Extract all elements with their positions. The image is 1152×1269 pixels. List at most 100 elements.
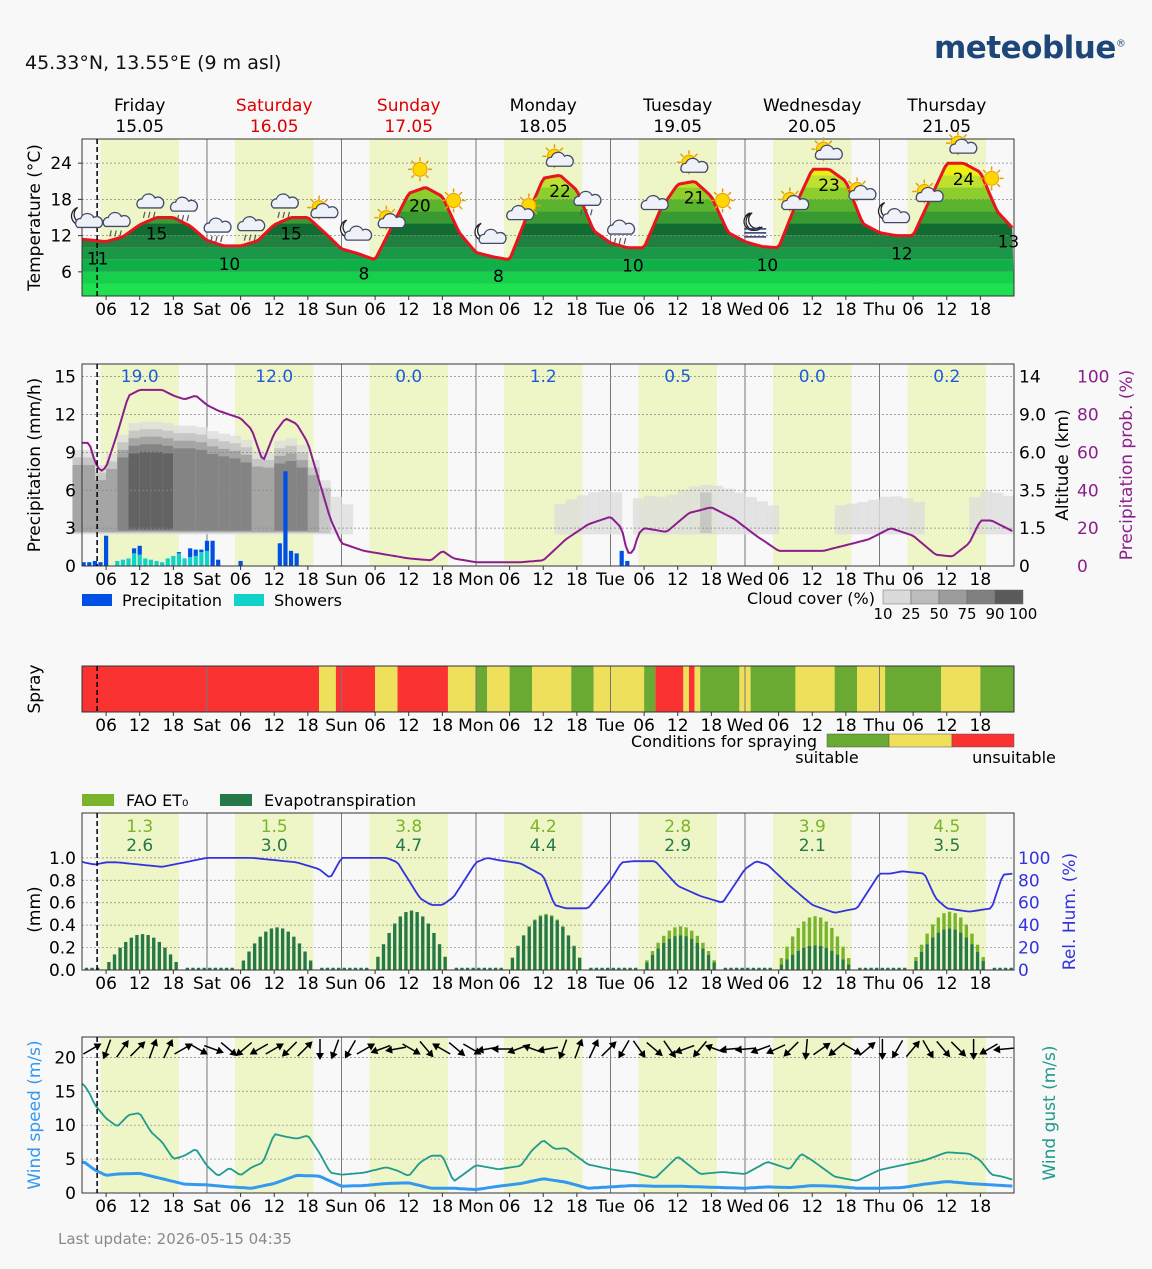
- cloud-cell: [980, 491, 993, 535]
- evapotranspiration-bar: [712, 962, 716, 970]
- daily-fao-et0: 2.8: [664, 817, 691, 837]
- evapotranspiration-bar: [124, 941, 128, 970]
- hour-tick-label: 12: [263, 974, 285, 994]
- location-label: 45.33°N, 13.55°E (9 m asl): [25, 52, 282, 74]
- hour-tick-label: 12: [801, 1197, 823, 1217]
- precipitation-bar: [193, 549, 198, 556]
- fao-et0-bar: [538, 915, 543, 917]
- hour-tick-label: 18: [297, 570, 319, 590]
- evapotranspiration-bar: [421, 916, 425, 970]
- precipitation-tick-label: 0: [65, 557, 76, 577]
- evapotranspiration-bar: [936, 932, 941, 970]
- wind-direction-arrow: [148, 1038, 158, 1059]
- hour-tick-label: 12: [936, 570, 958, 590]
- wind-gust-axis-label: Wind gust (m/s): [1040, 1045, 1060, 1180]
- daily-fao-et0: 3.8: [395, 817, 422, 837]
- evapotranspiration-bar: [320, 967, 324, 970]
- fao-et0-bar: [690, 930, 694, 939]
- hour-tick-label: 18: [701, 716, 723, 736]
- fao-et0-bar: [667, 930, 672, 939]
- cloud-cell: [319, 487, 331, 534]
- spray-segment: [593, 666, 645, 712]
- evapotranspiration-bar: [331, 967, 335, 970]
- fao-et0-bar: [566, 935, 571, 936]
- legend-swatch: [82, 594, 112, 606]
- spray-axis-label: Spray: [25, 664, 45, 713]
- fao-et0-bar: [712, 960, 716, 963]
- evapotranspiration-bar: [264, 931, 268, 970]
- evapotranspiration-bar: [426, 923, 431, 970]
- cloud-cell: [901, 498, 914, 535]
- temperature-value-label: 13: [998, 233, 1020, 253]
- cloud-cover-swatch: [882, 589, 912, 605]
- evapotranspiration-bar: [729, 967, 733, 970]
- brand-logo[interactable]: meteoblue®: [934, 30, 1126, 66]
- fao-et0-bar: [796, 927, 800, 951]
- day-tick-label: Sat: [193, 570, 221, 590]
- hour-tick-label: 12: [667, 570, 689, 590]
- fao-et0-bar: [975, 944, 980, 952]
- precipitation-bar: [176, 552, 182, 554]
- evapotranspiration-bar: [376, 956, 380, 970]
- precipitation-bar: [619, 550, 624, 566]
- evapotranspiration-bar: [785, 959, 789, 970]
- fao-et0-bar: [790, 936, 795, 955]
- cloud-cover-legend-title: Cloud cover (%): [747, 589, 875, 608]
- probability-tick-label: 0: [1077, 557, 1088, 577]
- evapotranspiration-bar: [813, 945, 817, 970]
- cloud-cover-tick: 10: [873, 605, 892, 623]
- cloud-cell: [845, 503, 858, 535]
- fao-et0-bar: [527, 926, 531, 928]
- temperature-band: [82, 247, 1014, 260]
- moon-cloud-icon: [70, 206, 104, 229]
- wind-direction-arrow: [783, 1041, 799, 1057]
- probability-tick-label: 100: [1077, 368, 1109, 388]
- cloud-cell: [644, 495, 656, 535]
- fao-et0-bar: [846, 958, 851, 965]
- sun-cloud-icon: [845, 177, 877, 202]
- cloud-cell: [184, 448, 197, 531]
- hour-tick-label: 18: [835, 716, 857, 736]
- temperature-value-label: 8: [493, 267, 504, 287]
- cloud-cell: [722, 488, 735, 535]
- hour-tick-label: 06: [499, 570, 521, 590]
- daylight-band: [638, 364, 717, 566]
- evapotranspiration-bar: [185, 967, 190, 970]
- cloud-cell: [890, 496, 903, 535]
- wind-direction-arrow: [878, 1039, 887, 1060]
- hour-tick-label: 18: [297, 974, 319, 994]
- evapotranspiration-bar: [252, 943, 257, 970]
- evapotranspiration-bar: [460, 967, 464, 970]
- wind-direction-arrow: [281, 1041, 298, 1057]
- evapotranspiration-bar: [393, 923, 397, 970]
- wind-direction-arrow: [922, 1039, 934, 1059]
- hour-tick-label: 18: [163, 974, 185, 994]
- humidity-tick-label: 80: [1018, 871, 1040, 891]
- day-tick-label: Thu: [863, 974, 896, 994]
- showers-bar: [165, 558, 170, 566]
- wind-direction-arrow: [969, 1039, 978, 1060]
- temperature-tick-label: 18: [50, 190, 72, 210]
- evapotranspiration-bar: [858, 967, 862, 970]
- precipitation-bar: [238, 560, 243, 566]
- day-date: 20.05: [788, 117, 837, 137]
- evapotranspiration-bar: [437, 944, 442, 970]
- hour-tick-label: 18: [835, 1197, 857, 1217]
- cloud-cell: [139, 451, 152, 530]
- altitude-tick-label: 0: [1019, 557, 1030, 577]
- evapotranspiration-bar: [521, 935, 526, 970]
- showers-bar: [182, 558, 187, 566]
- precipitation-tick-label: 3: [65, 519, 76, 539]
- et-tick-label: 0.4: [49, 916, 76, 936]
- humidity-tick-label: 100: [1018, 849, 1050, 869]
- evapotranspiration-bar: [606, 967, 610, 970]
- evapotranspiration-bar: [830, 950, 834, 970]
- evapotranspiration-bar: [628, 967, 632, 970]
- evapotranspiration-bar: [903, 967, 907, 970]
- cloud-cover-swatch: [994, 589, 1024, 605]
- evapotranspiration-bar: [645, 962, 649, 970]
- panel-frame: [81, 812, 1015, 971]
- evapotranspiration-bar: [163, 947, 167, 970]
- day-tick-label: Tue: [595, 716, 625, 736]
